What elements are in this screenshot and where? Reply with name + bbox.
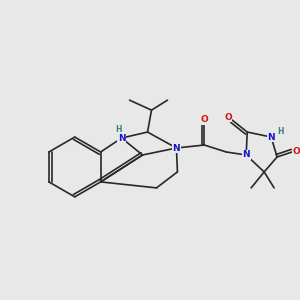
Text: O: O (292, 148, 300, 157)
Text: N: N (267, 133, 275, 142)
Text: N: N (242, 151, 250, 160)
Text: H: H (277, 127, 283, 136)
Text: O: O (200, 115, 208, 124)
Text: O: O (224, 112, 232, 122)
Text: N: N (118, 134, 125, 142)
Text: H: H (115, 124, 121, 134)
Text: N: N (172, 143, 180, 152)
